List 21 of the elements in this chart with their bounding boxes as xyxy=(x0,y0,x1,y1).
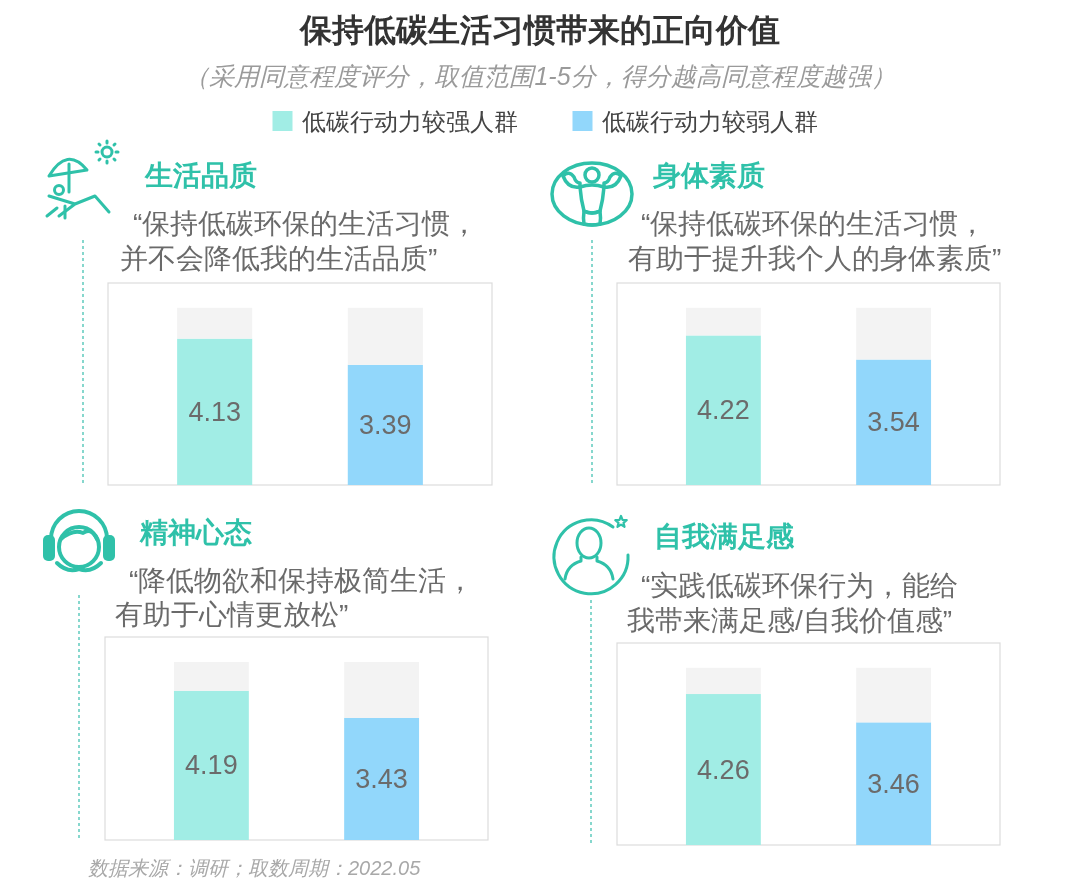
chart-title: 身体素质 xyxy=(652,159,765,191)
data-label: 3.43 xyxy=(355,763,408,794)
data-label: 4.13 xyxy=(188,396,241,427)
chart-subtitle: “保持低碳环保的生活习惯，有助于提升我个人的身体素质” xyxy=(628,207,1002,274)
data-label: 4.22 xyxy=(697,395,750,426)
data-label: 3.39 xyxy=(359,409,412,440)
data-label: 4.26 xyxy=(697,754,750,785)
legend-label: 低碳行动力较强人群 xyxy=(301,107,518,135)
data-label: 3.54 xyxy=(867,407,920,438)
chart-subtitle: “实践低碳环保行为，能给我带来满足感/自我价值感” xyxy=(627,569,959,636)
chart-title: 精神心态 xyxy=(139,516,252,548)
legend-label: 低碳行动力较弱人群 xyxy=(601,107,818,135)
chart-subtitle: “降低物欲和保持极简生活，有助于心情更放松” xyxy=(115,564,475,630)
text: 保持低碳生活习惯带来的正向价值 xyxy=(299,12,780,48)
source-note: 数据来源：调研；取数周期：2022.05 xyxy=(88,857,422,879)
chart-title: 自我满足感 xyxy=(654,520,795,552)
data-label: 4.19 xyxy=(185,750,238,781)
chart-subtitle: “保持低碳环保的生活习惯，并不会降低我的生活品质” xyxy=(120,207,479,274)
text: （采用同意程度评分，取值范围1-5分，得分越高同意程度越强） xyxy=(184,62,896,90)
chart-title: 生活品质 xyxy=(144,159,257,191)
data-label: 3.46 xyxy=(867,768,920,799)
